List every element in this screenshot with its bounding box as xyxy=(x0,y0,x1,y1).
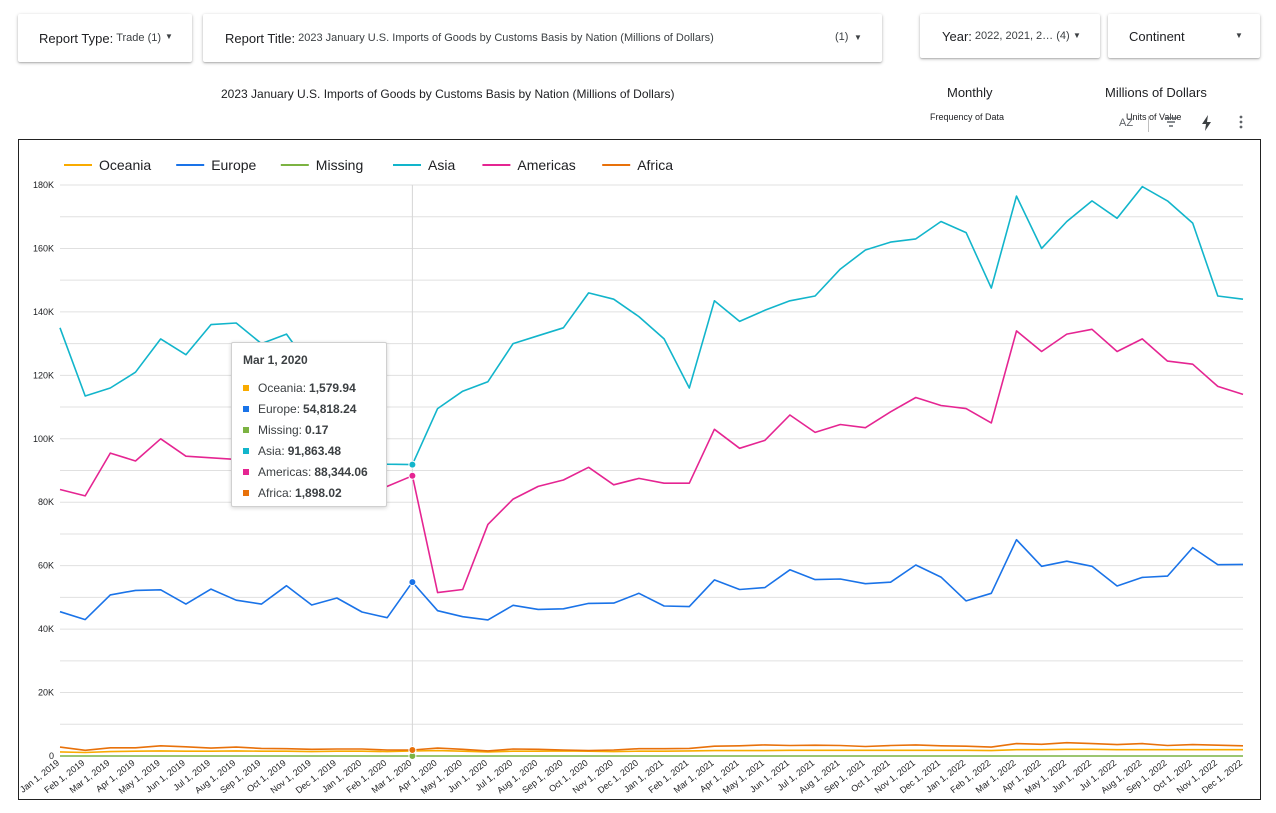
caret-down-icon: ▼ xyxy=(165,32,173,41)
y-tick-label: 80K xyxy=(38,497,54,507)
hover-point-americas xyxy=(408,471,417,480)
y-tick-label: 0 xyxy=(49,751,54,761)
tooltip-series-name: Europe: xyxy=(258,401,301,416)
report-type-value: Trade (1) xyxy=(116,32,162,44)
hover-point-africa xyxy=(408,745,417,754)
units-label: Units of Value xyxy=(1126,112,1182,122)
legend-label-oceania: Oceania xyxy=(99,157,151,173)
time-series-chart: 0 20K 40K 60K 80K 100K 120K 140K 160K 180K Jan 1, … xyxy=(18,139,1261,800)
series-line-africa xyxy=(59,741,1244,752)
tooltip-row: Oceania: 1,579.94 xyxy=(243,377,386,398)
report-type-dropdown[interactable]: Report Type: Trade (1) ▼ xyxy=(18,14,192,62)
tooltip-row: Asia: 91,863.48 xyxy=(243,440,386,461)
series-line-asia xyxy=(59,185,1244,466)
tooltip-series-name: Missing: xyxy=(258,422,303,437)
tooltip-title: Mar 1, 2020 xyxy=(243,353,308,367)
lightning-icon[interactable] xyxy=(1200,115,1214,134)
hover-point-asia xyxy=(408,460,417,469)
tooltip-row: Africa: 1,898.02 xyxy=(243,482,386,503)
tooltip-swatch xyxy=(243,405,249,412)
tooltip-row: Europe: 54,818.24 xyxy=(243,398,386,419)
year-label: Year: xyxy=(942,28,972,44)
y-tick-label: 40K xyxy=(38,624,54,634)
report-title-label: Report Title: xyxy=(225,30,296,46)
tooltip-series-value: 88,344.06 xyxy=(314,464,368,479)
continent-dropdown[interactable]: Continent ▼ xyxy=(1108,14,1260,58)
legend-label-europe: Europe xyxy=(211,157,256,173)
tooltip-swatch xyxy=(243,384,249,391)
tooltip-series-value: 54,818.24 xyxy=(303,401,357,416)
tooltip-row: Americas: 88,344.06 xyxy=(243,461,386,482)
caret-down-icon: ▼ xyxy=(1073,31,1081,40)
tooltip-swatch xyxy=(243,489,249,496)
continent-label: Continent xyxy=(1129,28,1185,44)
tooltip-series-value: 0.17 xyxy=(305,422,329,437)
tooltip-series-name: Asia: xyxy=(258,443,285,458)
caret-down-icon: ▼ xyxy=(1235,31,1243,40)
tooltip-swatch xyxy=(243,447,249,454)
tooltip-swatch xyxy=(243,468,249,475)
hover-point-europe xyxy=(408,578,417,587)
series-line-oceania xyxy=(59,748,1243,754)
legend-label-missing: Missing xyxy=(316,157,363,173)
legend-label-asia: Asia xyxy=(428,157,455,173)
tooltip-series-name: Oceania: xyxy=(258,380,307,395)
y-tick-label: 120K xyxy=(33,370,54,380)
year-count: (4) xyxy=(1056,30,1070,42)
chart-title: 2023 January U.S. Imports of Goods by Cu… xyxy=(221,87,675,101)
year-dropdown[interactable]: Year: 2022, 2021, 2… (4) ▼ xyxy=(920,14,1100,58)
series-line-europe xyxy=(59,538,1244,621)
tooltip-swatch xyxy=(243,426,249,433)
y-tick-label: 100K xyxy=(33,434,54,444)
tooltip-series-value: 91,863.48 xyxy=(287,443,342,458)
report-title-value: 2023 January U.S. Imports of Goods by Cu… xyxy=(298,32,714,44)
report-title-dropdown[interactable]: Report Title: 2023 January U.S. Imports … xyxy=(203,14,882,62)
y-tick-label: 180K xyxy=(33,180,54,190)
y-tick-label: 140K xyxy=(33,307,54,317)
divider xyxy=(1148,116,1149,132)
filter-icon[interactable] xyxy=(1164,115,1178,132)
y-tick-label: 20K xyxy=(38,688,54,698)
frequency-value: Monthly xyxy=(947,85,993,100)
y-tick-label: 160K xyxy=(33,243,54,253)
report-type-label: Report Type: xyxy=(39,30,114,46)
tooltip-row: Missing: 0.17 xyxy=(243,419,386,440)
caret-down-icon: ▼ xyxy=(854,33,862,42)
tooltip-series-value: 1,579.94 xyxy=(309,380,356,395)
legend-label-americas: Americas xyxy=(517,157,575,173)
units-value: Millions of Dollars xyxy=(1105,85,1207,100)
chart-tooltip: Mar 1, 2020 Oceania: 1,579.94 Europe: 54,81… xyxy=(231,342,387,507)
tooltip-series-name: Africa: xyxy=(258,485,293,500)
y-tick-label: 60K xyxy=(38,561,54,571)
tooltip-series-name: Americas: xyxy=(258,464,312,479)
legend-label-africa: Africa xyxy=(637,157,673,173)
sort-az-icon[interactable]: AZ xyxy=(1119,117,1134,129)
more-options-icon[interactable] xyxy=(1238,114,1244,133)
tooltip-series-value: 1,898.02 xyxy=(295,485,342,500)
year-value: 2022, 2021, 2… xyxy=(974,30,1054,42)
report-title-count: (1) xyxy=(835,31,849,43)
frequency-label: Frequency of Data xyxy=(930,112,1005,122)
